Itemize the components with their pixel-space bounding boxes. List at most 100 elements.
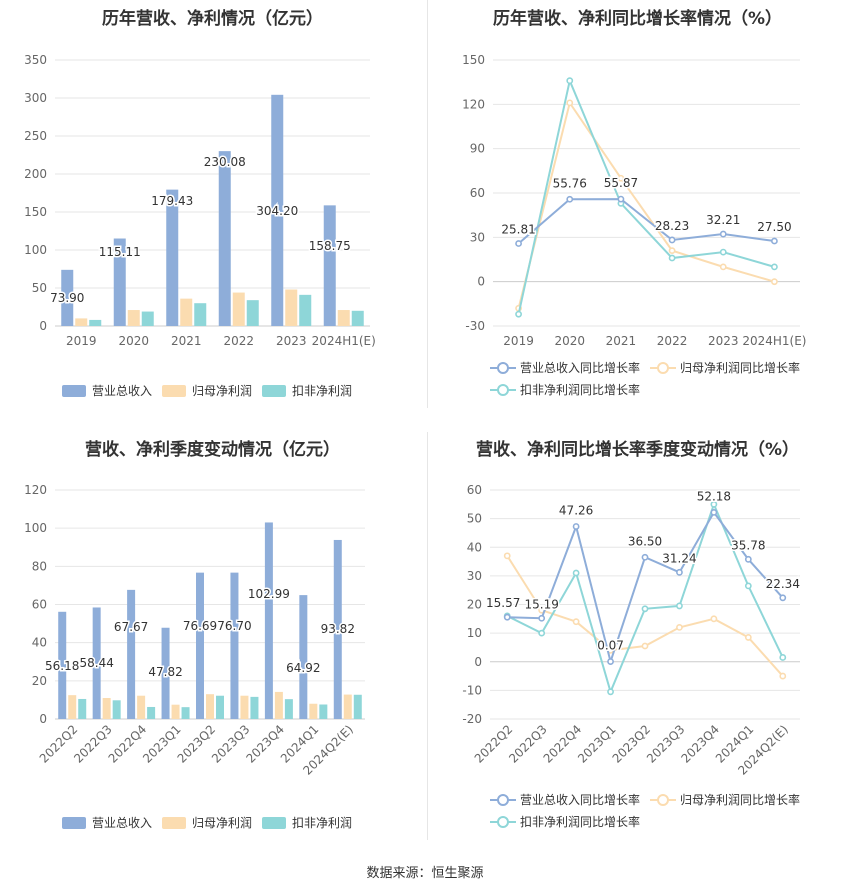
y-tick-label: 10 [467, 626, 482, 640]
bar [113, 238, 126, 326]
bar [216, 695, 224, 719]
y-tick-label: 100 [24, 521, 47, 535]
data-point [572, 523, 580, 530]
bar [271, 94, 284, 326]
x-tick-label: 2022 [223, 334, 254, 348]
bar [180, 298, 193, 326]
bar [351, 310, 364, 326]
data-label: 15.57 [486, 596, 520, 610]
data-point [572, 618, 580, 626]
x-tick-label: 2023 [276, 334, 307, 348]
bar [240, 695, 249, 719]
data-point [744, 634, 752, 641]
y-tick-label: 0 [477, 275, 485, 289]
data-point [719, 263, 727, 271]
data-point [566, 99, 574, 107]
data-label: 179.43 [151, 194, 193, 208]
legend-swatch [262, 817, 286, 829]
bar [92, 607, 101, 719]
bar [166, 189, 179, 326]
data-label: 76.69 [183, 619, 217, 633]
y-tick-label: -30 [465, 319, 485, 333]
data-label: 56.18 [45, 659, 79, 673]
x-tick-label: 2024H1(E) [742, 334, 806, 348]
y-tick-label: 150 [462, 53, 485, 67]
data-point [668, 254, 676, 262]
legend-label: 扣非净利润 [292, 384, 352, 398]
y-tick-label: 120 [24, 483, 47, 497]
y-tick-label: 150 [24, 205, 47, 219]
data-point [617, 174, 625, 182]
bar [285, 289, 298, 326]
bar [299, 294, 312, 326]
legend-label: 扣非净利润同比增长率 [520, 382, 640, 397]
y-tick-label: 30 [467, 569, 482, 583]
data-point [771, 237, 778, 245]
legend-label: 扣非净利润同比增长率 [520, 814, 640, 829]
series-line [517, 100, 775, 309]
data-label: 0.07 [597, 639, 624, 653]
data-label: 58.44 [79, 656, 113, 670]
data-point [676, 623, 683, 631]
x-tick-label: 2019 [66, 334, 97, 348]
data-point [503, 613, 511, 621]
y-tick-label: 60 [467, 483, 482, 497]
data-label: 35.78 [731, 538, 765, 552]
bar [141, 311, 154, 326]
data-point [538, 629, 546, 637]
y-tick-label: 40 [32, 636, 47, 650]
series-line [506, 555, 784, 677]
data-label: 93.82 [321, 622, 355, 636]
legend-label: 营业总收入 [92, 384, 152, 398]
data-label: 32.21 [706, 213, 740, 227]
annual-revenue-profit-bar-chart: 0 50 100 150 200 250 300 350 2019 2020 2021 2022 202… [24, 53, 376, 398]
data-point [515, 310, 522, 318]
data-point [744, 555, 752, 563]
y-tick-label: 40 [467, 540, 482, 554]
bar [333, 539, 342, 719]
bar [194, 303, 207, 326]
bar [309, 703, 318, 719]
legend-marker [497, 384, 509, 396]
data-point [779, 654, 787, 661]
data-point [641, 553, 649, 561]
divider-vertical-bottom [427, 432, 428, 840]
bar [196, 572, 204, 719]
y-tick-label: 60 [32, 598, 47, 612]
bar [323, 205, 336, 326]
data-label: 76.70 [217, 619, 251, 633]
y-tick-label: 0 [39, 319, 47, 333]
x-tick-label: 2020 [554, 334, 585, 348]
data-label: 55.76 [553, 176, 587, 190]
data-point [607, 658, 614, 665]
data-label: 27.50 [757, 220, 791, 234]
data-point [771, 278, 778, 286]
data-point [503, 552, 511, 560]
series-line [517, 77, 775, 315]
data-label: 52.18 [697, 489, 731, 503]
data-point [779, 594, 787, 602]
data-point [617, 195, 625, 203]
x-tick-label: 2019 [503, 334, 534, 348]
bar [137, 695, 146, 719]
data-point [572, 569, 580, 577]
data-point [710, 508, 718, 516]
quarterly-revenue-profit-bar-chart: 0204060801001202022Q22022Q32022Q42023Q12… [24, 483, 365, 830]
bar [161, 627, 170, 719]
data-label: 28.23 [655, 219, 689, 233]
y-tick-label: 90 [470, 142, 485, 156]
legend-swatch [162, 385, 186, 397]
data-point [566, 195, 574, 203]
bar [147, 706, 156, 719]
bar [102, 698, 111, 719]
x-tick-label: 2021 [606, 334, 637, 348]
data-point [515, 240, 522, 247]
legend-label: 归母净利润同比增长率 [680, 360, 800, 375]
chart-title-annual-revenue: 历年营收、净利情况（亿元） [102, 9, 323, 29]
x-tick-label: 2020 [118, 334, 149, 348]
data-point [719, 248, 727, 256]
bar [61, 269, 74, 326]
legend-marker [497, 794, 509, 806]
legend-label: 扣非净利润 [292, 816, 352, 830]
data-point [641, 642, 649, 650]
